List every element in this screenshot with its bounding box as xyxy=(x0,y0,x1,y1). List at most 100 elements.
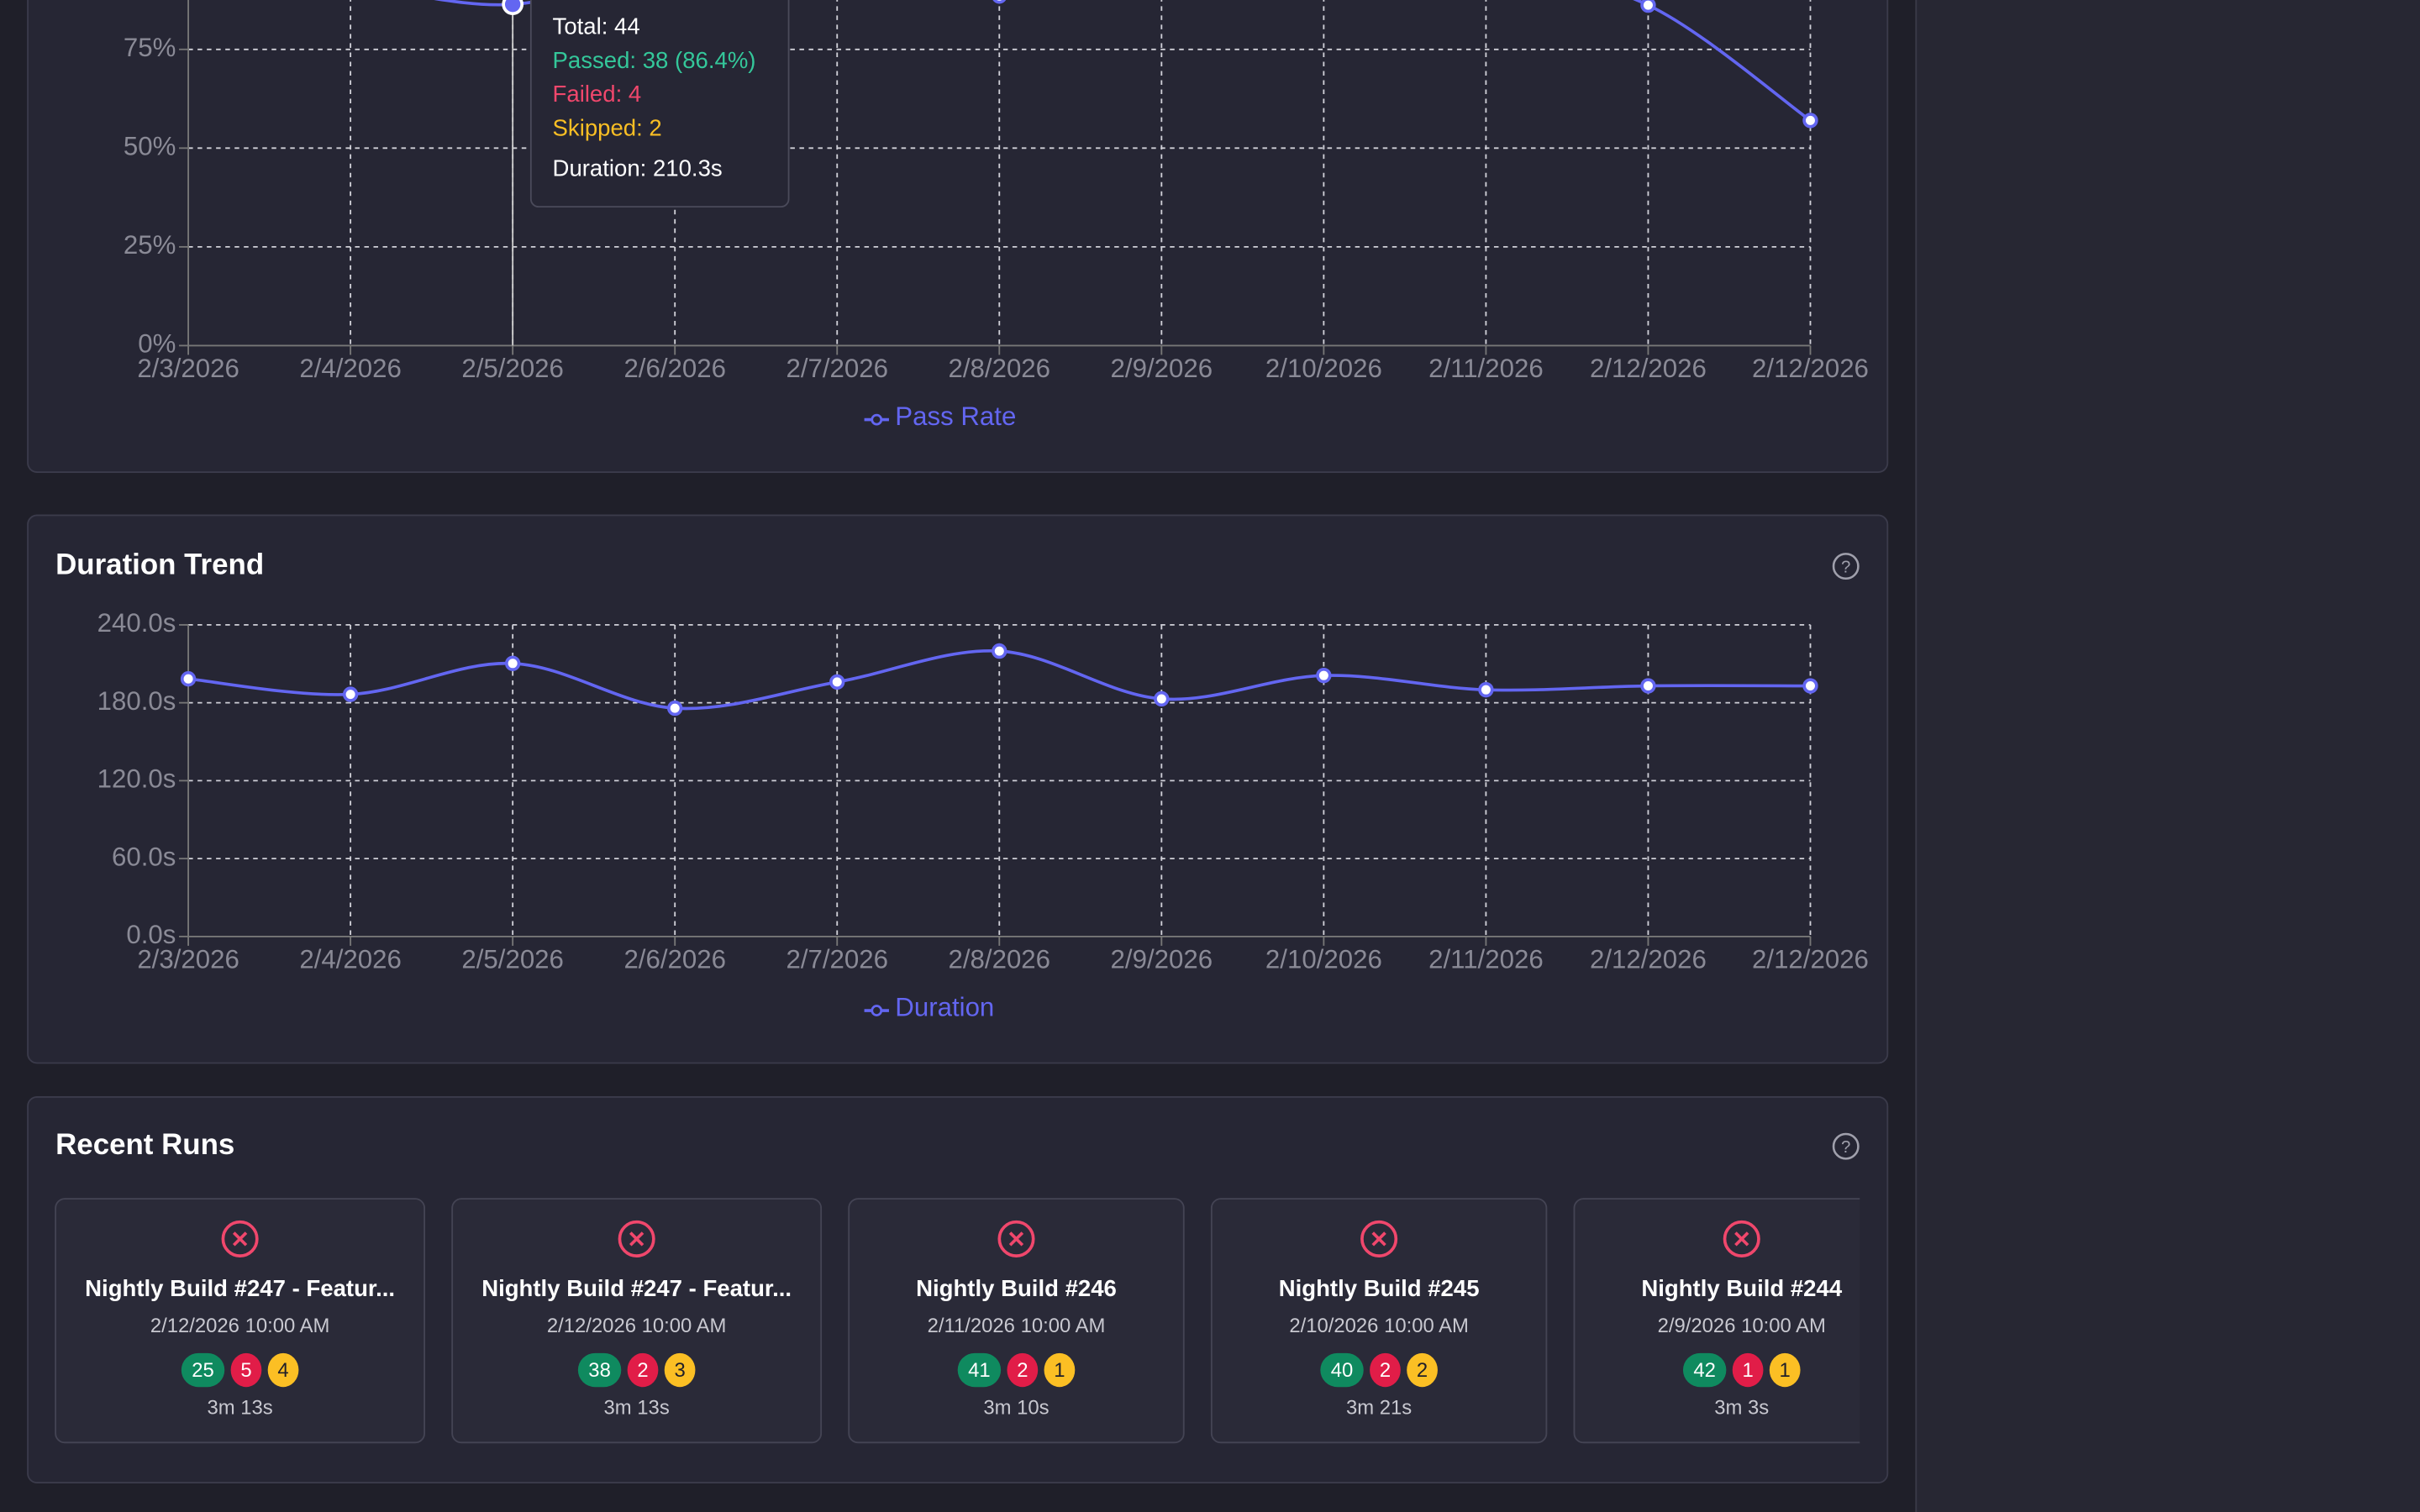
point[interactable] xyxy=(829,674,845,690)
tooltip-line: Duration: 210.3s xyxy=(553,155,723,181)
run-name: Nightly Build #244 xyxy=(1641,1275,1842,1301)
badge-count: 1 xyxy=(1054,1359,1065,1382)
tooltip-line: Passed: 38 (86.4%) xyxy=(553,47,756,73)
card-bg xyxy=(55,1198,426,1444)
x-tick-label: 2/4/2026 xyxy=(299,354,402,383)
point[interactable] xyxy=(1154,690,1170,707)
tooltip-line: Skipped: 2 xyxy=(553,115,662,141)
point[interactable] xyxy=(1802,113,1818,129)
badge xyxy=(1007,1352,1039,1388)
point[interactable] xyxy=(180,671,197,687)
point[interactable] xyxy=(504,655,521,671)
run-card[interactable]: Nightly Build #247 - Featur... 2/12/2026 … xyxy=(451,1198,823,1444)
y-tick-label: 240.0s xyxy=(97,608,176,638)
fail-icon xyxy=(1734,1231,1749,1247)
legend-label: Duration xyxy=(895,992,994,1021)
run-date: 2/9/2026 10:00 AM xyxy=(1658,1315,1826,1337)
x-tick-label: 2/7/2026 xyxy=(786,354,888,383)
card-bg xyxy=(848,1198,1185,1444)
run-card[interactable]: Nightly Build #246 2/11/2026 10:00 AM 41 2 1… xyxy=(848,1198,1185,1444)
run-date: 2/12/2026 10:00 AM xyxy=(547,1315,727,1337)
panel-title: Recent Runs xyxy=(55,1128,234,1161)
fail-icon xyxy=(629,1231,644,1247)
badge xyxy=(1682,1352,1727,1388)
badge-count: 1 xyxy=(1780,1359,1791,1382)
badge xyxy=(1769,1352,1801,1388)
point[interactable] xyxy=(1640,678,1656,694)
line xyxy=(434,0,1812,122)
run-name: Nightly Build #247 - Featur... xyxy=(85,1275,395,1301)
point[interactable] xyxy=(992,643,1007,659)
fail-icon xyxy=(232,1231,248,1247)
x-tick-label: 2/12/2026 xyxy=(1752,354,1869,383)
x-tick-label: 2/3/2026 xyxy=(137,354,239,383)
badge xyxy=(627,1352,659,1388)
point[interactable] xyxy=(1478,681,1494,698)
run-date: 2/11/2026 10:00 AM xyxy=(928,1315,1106,1337)
point[interactable] xyxy=(342,686,359,702)
badge xyxy=(1044,1352,1076,1388)
point[interactable] xyxy=(502,0,524,16)
point[interactable] xyxy=(667,700,683,717)
point[interactable] xyxy=(992,0,1007,4)
x-tick-label: 2/3/2026 xyxy=(137,945,239,974)
point[interactable] xyxy=(1802,678,1818,694)
x-tick-label: 2/4/2026 xyxy=(299,945,402,974)
x-tick-label: 2/6/2026 xyxy=(623,945,726,974)
run-duration: 3m 13s xyxy=(604,1396,670,1419)
x-tick-label: 2/5/2026 xyxy=(461,945,564,974)
x-tick-label: 2/12/2026 xyxy=(1590,354,1707,383)
fail-icon xyxy=(1008,1231,1024,1247)
run-card[interactable]: Nightly Build #247 - Featur... 2/12/2026 … xyxy=(55,1198,426,1444)
badge-count: 2 xyxy=(1380,1359,1391,1382)
fail-icon xyxy=(618,1220,655,1257)
tooltip-line: Failed: 4 xyxy=(553,81,642,107)
card-bg xyxy=(1210,1198,1548,1444)
y-tick-label: 180.0s xyxy=(97,686,176,716)
fail-icon xyxy=(221,1220,259,1257)
badge xyxy=(957,1352,1002,1388)
panel-title: Duration Trend xyxy=(55,548,264,580)
y-tick-label: 120.0s xyxy=(97,764,176,794)
badge xyxy=(664,1352,696,1388)
x-tick-label: 2/5/2026 xyxy=(461,354,564,383)
run-date: 2/10/2026 10:00 AM xyxy=(1289,1315,1469,1337)
fail-icon xyxy=(1360,1220,1398,1257)
x-tick-label: 2/11/2026 xyxy=(1428,354,1544,383)
x-tick-label: 2/12/2026 xyxy=(1752,945,1869,974)
x-tick-label: 2/8/2026 xyxy=(949,354,1051,383)
y-tick-label: 0% xyxy=(138,329,176,359)
fail-icon xyxy=(1723,1220,1760,1257)
legend-item[interactable]: Duration xyxy=(864,992,995,1021)
side-panel xyxy=(1915,0,2420,1512)
badge-count: 1 xyxy=(1742,1359,1753,1382)
legend-item[interactable]: Pass Rate xyxy=(864,402,1017,431)
badge-count: 5 xyxy=(240,1359,251,1382)
run-date: 2/12/2026 10:00 AM xyxy=(150,1315,330,1337)
badge-count: 4 xyxy=(277,1359,288,1382)
help-icon[interactable]: ? xyxy=(1832,553,1860,580)
pass-rate-chart: 0% 25% 50% 75% 2/3/2026 2/4/2026 2/5/2026 2/6/2… xyxy=(124,0,1869,431)
help-icon[interactable]: ? xyxy=(1832,1132,1860,1160)
run-card[interactable]: Nightly Build #245 2/10/2026 10:00 AM 40 2 2… xyxy=(1210,1198,1548,1444)
badge-count: 38 xyxy=(588,1359,611,1382)
pass-rate-panel xyxy=(27,0,1889,473)
badge xyxy=(230,1352,262,1388)
badge xyxy=(1320,1352,1364,1388)
point[interactable] xyxy=(1640,0,1656,13)
y-tick-label: 75% xyxy=(124,33,176,62)
run-name: Nightly Build #246 xyxy=(916,1275,1117,1301)
y-tick-label: 50% xyxy=(124,132,176,161)
tooltip-line: Total: 44 xyxy=(553,13,640,39)
badge-count: 3 xyxy=(674,1359,685,1382)
badge xyxy=(577,1352,622,1388)
badge xyxy=(181,1352,225,1388)
legend-label: Pass Rate xyxy=(895,402,1016,431)
point[interactable] xyxy=(1316,667,1332,684)
y-tick-label: 25% xyxy=(124,230,176,260)
badge xyxy=(1407,1352,1438,1388)
run-name: Nightly Build #245 xyxy=(1279,1275,1480,1301)
badge xyxy=(267,1352,299,1388)
x-tick-label: 2/9/2026 xyxy=(1111,354,1213,383)
